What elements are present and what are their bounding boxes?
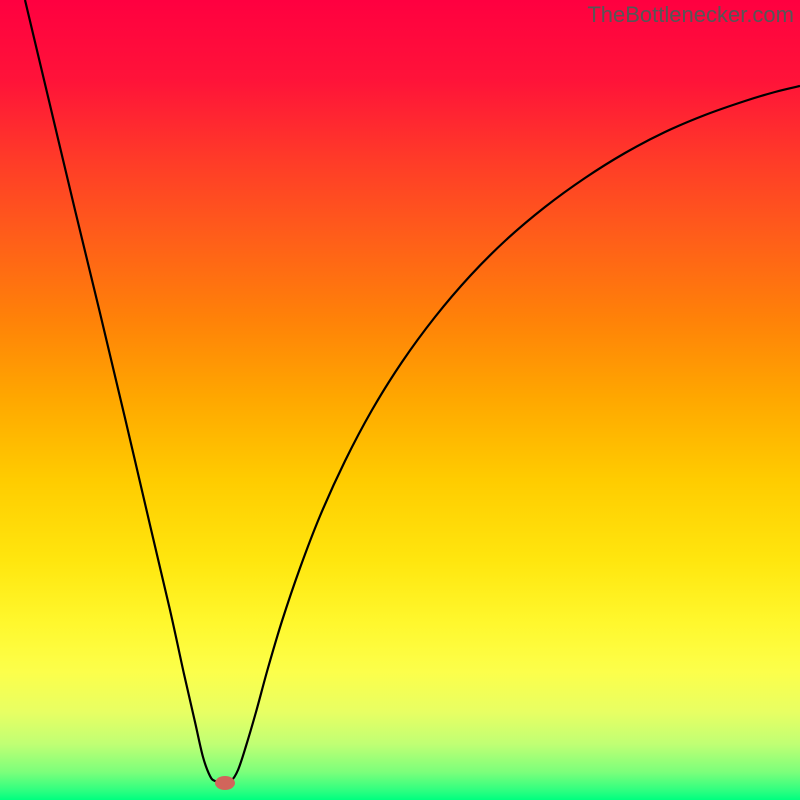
minimum-marker bbox=[215, 776, 235, 790]
chart-container: TheBottlenecker.com bbox=[0, 0, 800, 800]
bottleneck-curve bbox=[25, 0, 800, 782]
watermark-label: TheBottlenecker.com bbox=[581, 0, 800, 30]
curve-layer bbox=[0, 0, 800, 800]
